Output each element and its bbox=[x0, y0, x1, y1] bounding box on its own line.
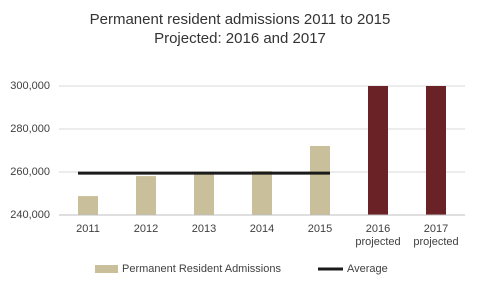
y-tick-label: 260,000 bbox=[10, 166, 50, 178]
legend-label: Permanent Resident Admissions bbox=[122, 263, 281, 275]
x-tick-label: 2016 projected bbox=[355, 223, 401, 248]
y-tick-label: 280,000 bbox=[10, 123, 50, 135]
x-tick-label: 2011 bbox=[76, 223, 100, 235]
bar bbox=[368, 86, 388, 215]
legend-label: Average bbox=[347, 263, 388, 275]
x-tick-label: 2012 bbox=[133, 223, 159, 235]
x-tick-label: 2014 bbox=[249, 223, 275, 235]
x-tick-label: 2015 bbox=[307, 223, 333, 235]
legend-swatch bbox=[95, 265, 118, 273]
x-tick-label: 2017 projected bbox=[413, 223, 459, 248]
bar bbox=[310, 145, 330, 215]
bar bbox=[194, 172, 214, 215]
x-tick-label: 2013 bbox=[191, 223, 217, 235]
chart-subtitle: Projected: 2016 and 2017 bbox=[154, 30, 326, 47]
bar bbox=[252, 171, 272, 215]
bar bbox=[426, 86, 446, 215]
bar bbox=[136, 176, 156, 215]
chart-title: Permanent resident admissions 2011 to 20… bbox=[90, 11, 391, 28]
y-tick-label: 300,000 bbox=[10, 80, 50, 92]
y-tick-label: 240,000 bbox=[10, 209, 50, 221]
bar bbox=[78, 196, 98, 215]
